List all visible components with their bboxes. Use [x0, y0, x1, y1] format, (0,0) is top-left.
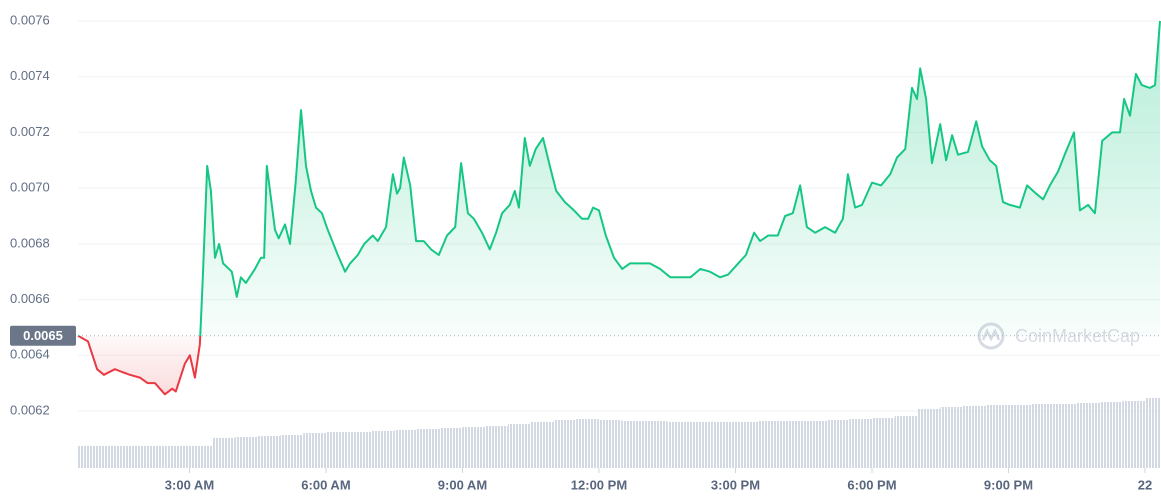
volume-bar: [1008, 405, 1032, 468]
volume-bar: [985, 405, 1009, 468]
x-tick-label: 12:00 PM: [571, 477, 627, 492]
volume-bar: [689, 422, 713, 468]
volume-bar: [462, 427, 486, 468]
volume-bar: [1076, 403, 1100, 468]
y-tick-label: 0.0070: [10, 180, 50, 195]
volume-bar: [371, 431, 395, 468]
baseline-label-box: [10, 325, 76, 346]
volume-bar: [121, 446, 144, 468]
volume-bar: [780, 421, 804, 468]
volume-bar: [189, 446, 213, 468]
volume-bar: [143, 446, 167, 468]
volume-bar: [303, 433, 326, 468]
price-area: [78, 21, 1160, 395]
volume-bar: [166, 446, 190, 468]
volume-bar: [439, 428, 463, 468]
price-line: [77, 20, 1161, 396]
volume-bar: [416, 429, 440, 468]
volume-bar: [849, 419, 872, 468]
y-tick-label: 0.0074: [10, 68, 50, 83]
volume-bar: [826, 420, 850, 468]
volume-bar: [553, 420, 577, 468]
baseline-label: 0.0065: [23, 328, 63, 343]
volume-bar: [485, 426, 508, 468]
x-tick-label: 3:00 AM: [165, 477, 214, 492]
x-tick-label: 6:00 AM: [301, 477, 350, 492]
volume-bar: [644, 421, 668, 468]
volume-bar: [803, 421, 827, 468]
volume-bar: [280, 435, 304, 468]
y-tick-label: 0.0076: [10, 12, 50, 27]
x-tick-label: 3:00 PM: [711, 477, 760, 492]
volume-bar: [917, 409, 941, 468]
volume-bar: [1099, 402, 1123, 468]
volume-bar: [1144, 398, 1160, 468]
volume-bar: [530, 422, 554, 468]
volume-bar: [507, 424, 531, 468]
volume-bar: [598, 420, 622, 468]
volume-bar: [394, 430, 417, 468]
x-tick-label: 9:00 PM: [984, 477, 1033, 492]
volume-bar: [1122, 401, 1145, 468]
volume-bar: [621, 421, 645, 468]
volume-bar: [735, 422, 759, 468]
watermark-text: CoinMarketCap: [1015, 326, 1140, 346]
volume-bar: [712, 422, 736, 468]
volume-bar: [212, 438, 235, 468]
volume-bar: [962, 406, 986, 468]
watermark: CoinMarketCap: [977, 322, 1140, 350]
volume-bar: [894, 416, 918, 468]
volume-bar: [234, 437, 258, 468]
plot-layer: [77, 20, 1161, 473]
volume-bar: [1031, 404, 1054, 468]
y-tick-label: 0.0066: [10, 291, 50, 306]
volume-bar: [871, 418, 895, 468]
x-tick-label: 22: [1138, 477, 1152, 492]
volume-bar: [667, 422, 690, 468]
volume-bar: [1053, 404, 1077, 468]
volume-bar: [940, 407, 963, 468]
volume-bar: [576, 419, 599, 468]
volume-bar: [348, 432, 372, 468]
x-tick-label: 9:00 AM: [438, 477, 487, 492]
y-tick-label: 0.0062: [10, 402, 50, 417]
volume-bar: [78, 446, 99, 468]
volume-bar: [758, 421, 781, 468]
y-tick-label: 0.0072: [10, 124, 50, 139]
volume-bar: [325, 432, 349, 468]
y-tick-label: 0.0064: [10, 347, 50, 362]
x-tick-label: 6:00 PM: [847, 477, 896, 492]
y-tick-label: 0.0068: [10, 235, 50, 250]
volume-bar: [257, 436, 281, 468]
volume-bar: [98, 446, 122, 468]
